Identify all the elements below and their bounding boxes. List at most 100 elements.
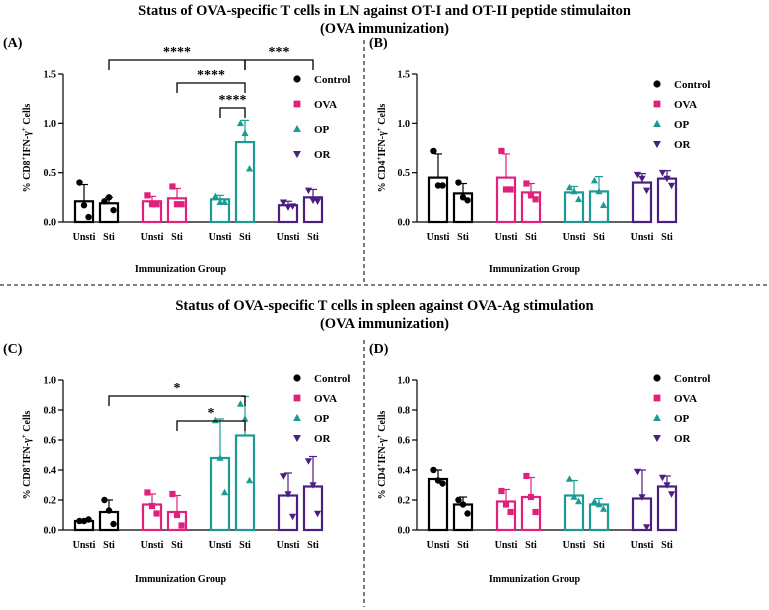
x-tick-label: Unsti: [73, 540, 96, 551]
y-tick-label: 0.4: [44, 466, 57, 477]
data-point: [455, 179, 462, 186]
data-point: [245, 165, 254, 172]
significance-bracket: [244, 59, 314, 70]
significance-label: ***: [269, 45, 290, 60]
y-label-part: Cells: [22, 410, 33, 434]
data-point: [498, 487, 505, 495]
data-point: [153, 201, 160, 208]
data-point: [216, 454, 224, 461]
bottom-title-line1: Status of OVA-specific T cells in spleen…: [175, 298, 594, 314]
y-tick-label: 1.0: [398, 119, 411, 130]
x-tick-label: Unsti: [141, 540, 164, 551]
legend-label: OR: [674, 139, 692, 151]
x-tick-label: Sti: [103, 232, 115, 243]
data-point: [638, 494, 646, 501]
data-point: [570, 493, 578, 500]
panel-label: (C): [3, 342, 23, 357]
y-tick-label: 1.0: [398, 376, 411, 387]
data-point: [101, 496, 108, 504]
y-label-sup: +: [20, 127, 28, 131]
legend-label: OVA: [674, 393, 697, 405]
top-title-line1: Status of OVA-specific T cells in LN aga…: [138, 3, 631, 19]
panel-label: (B): [369, 36, 388, 51]
legend-marker: [653, 394, 661, 402]
x-tick-label: Sti: [661, 232, 673, 243]
data-point: [211, 192, 220, 200]
data-point: [144, 489, 151, 496]
legend-label: Control: [674, 373, 710, 385]
x-tick-label: Unsti: [427, 540, 450, 551]
data-point: [574, 195, 583, 203]
x-tick-label: Sti: [593, 232, 605, 243]
legend-marker: [293, 124, 301, 133]
data-point: [663, 175, 671, 183]
y-tick-label: 0.5: [44, 168, 57, 179]
data-point: [241, 415, 249, 422]
x-tick-label: Sti: [661, 540, 673, 551]
data-point: [464, 510, 471, 517]
data-point: [663, 482, 671, 489]
data-point: [245, 476, 254, 484]
legend-label: OVA: [314, 393, 337, 405]
bar-control-sti: [452, 503, 474, 532]
y-tick-label: 0.5: [398, 168, 411, 179]
data-point: [169, 183, 176, 190]
legend-label: OR: [674, 433, 692, 445]
data-point: [153, 510, 160, 517]
y-axis-label: % CD4+IFN-γ+ Cells: [375, 410, 388, 499]
panel-d: (D)0.00.20.40.60.81.0% CD4+IFN-γ+ CellsU…: [369, 342, 710, 585]
y-tick-label: 1.0: [44, 376, 57, 387]
data-point: [211, 416, 220, 424]
significance-bracket: [219, 107, 246, 118]
bar-op-unsti: [563, 494, 585, 532]
y-axis-label: % CD8+IFN-γ+ Cells: [20, 103, 33, 192]
data-point: [439, 480, 446, 487]
y-tick-label: 0.8: [398, 406, 411, 417]
significance-bracket: [176, 82, 246, 93]
data-point: [523, 472, 530, 480]
data-point: [304, 458, 313, 465]
y-label-sup: +: [375, 463, 383, 467]
x-tick-label: Unsti: [631, 540, 654, 551]
x-axis-label: Immunization Group: [135, 264, 227, 275]
data-point: [105, 507, 113, 514]
x-tick-label: Unsti: [563, 540, 586, 551]
significance-label: ****: [163, 45, 191, 60]
data-point: [85, 213, 92, 221]
data-point: [85, 516, 92, 523]
data-point: [169, 490, 176, 498]
x-tick-label: Unsti: [73, 232, 96, 243]
data-point: [502, 501, 510, 508]
data-point: [595, 500, 603, 508]
bar-control-unsti: [427, 477, 449, 532]
data-point: [144, 192, 151, 199]
x-tick-label: Unsti: [563, 232, 586, 243]
y-label-part: IFN-γ: [377, 438, 388, 464]
legend-marker: [653, 413, 661, 422]
x-tick-label: Unsti: [495, 540, 518, 551]
y-tick-label: 0.4: [398, 466, 411, 477]
data-point: [101, 198, 108, 205]
data-point: [76, 179, 83, 186]
data-point: [633, 171, 642, 179]
legend-label: OVA: [314, 99, 337, 111]
data-point: [148, 502, 156, 510]
y-tick-label: 0.0: [398, 526, 411, 537]
data-point: [638, 175, 646, 183]
legend-label: Control: [314, 373, 350, 385]
legend-marker: [653, 140, 661, 149]
y-axis-label: % CD4+IFN-γ+ Cells: [375, 103, 388, 192]
x-tick-label: Sti: [103, 540, 115, 551]
legend-marker: [653, 100, 661, 108]
legend-label: Control: [314, 74, 350, 86]
bar-ova-unsti: [495, 176, 517, 224]
y-label-part: Cells: [377, 410, 388, 434]
x-tick-label: Unsti: [209, 540, 232, 551]
x-tick-label: Sti: [525, 232, 537, 243]
x-tick-label: Unsti: [631, 232, 654, 243]
data-point: [667, 491, 676, 498]
data-point: [532, 196, 539, 203]
y-label-sup: +: [375, 127, 383, 131]
y-tick-label: 0.6: [44, 436, 57, 447]
data-point: [288, 513, 297, 521]
